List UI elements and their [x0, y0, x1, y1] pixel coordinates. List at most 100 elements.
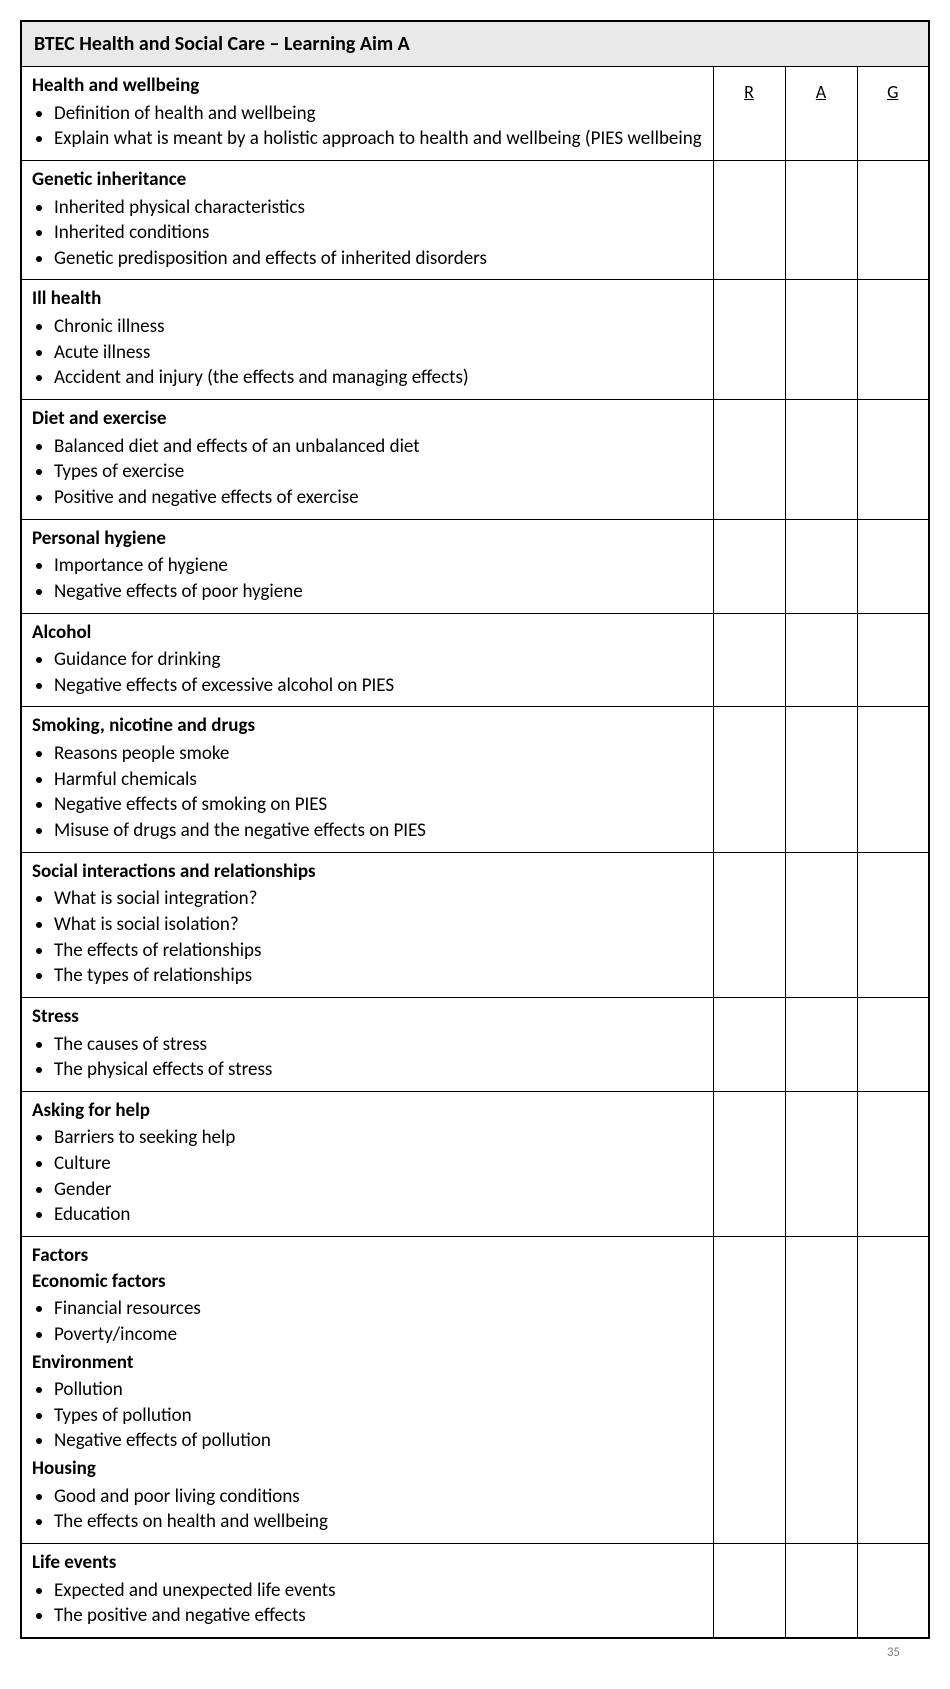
- rag-cell-r: [713, 1236, 785, 1543]
- list-item: Inherited conditions: [54, 220, 703, 246]
- section-title: Environment: [32, 1350, 703, 1376]
- rag-cell-g: [857, 1236, 929, 1543]
- list-item: Pollution: [54, 1377, 703, 1403]
- list-item: Barriers to seeking help: [54, 1125, 703, 1151]
- list-item: The effects of relationships: [54, 938, 703, 964]
- section-title: Smoking, nicotine and drugs: [32, 713, 703, 739]
- rag-cell-a: [785, 519, 857, 613]
- rag-header-g: G: [868, 73, 919, 103]
- rag-cell-r: [713, 997, 785, 1091]
- rag-cell-g: [857, 613, 929, 707]
- section-title: Social interactions and relationships: [32, 859, 703, 885]
- rag-cell-r: [713, 519, 785, 613]
- list-item: The positive and negative effects: [54, 1603, 703, 1629]
- list-item: What is social integration?: [54, 886, 703, 912]
- list-item: The causes of stress: [54, 1032, 703, 1058]
- rag-cell-g: [857, 707, 929, 852]
- rag-cell-a: [785, 707, 857, 852]
- rag-cell-r: [713, 400, 785, 520]
- content-cell: Smoking, nicotine and drugsReasons peopl…: [21, 707, 713, 852]
- bullet-list: Guidance for drinkingNegative effects of…: [32, 647, 703, 698]
- table-row: Personal hygieneImportance of hygieneNeg…: [21, 519, 929, 613]
- table-row: AlcoholGuidance for drinkingNegative eff…: [21, 613, 929, 707]
- list-item: Education: [54, 1202, 703, 1228]
- list-item: Balanced diet and effects of an unbalanc…: [54, 434, 703, 460]
- rag-cell-r: [713, 852, 785, 997]
- list-item: Misuse of drugs and the negative effects…: [54, 818, 703, 844]
- list-item: Guidance for drinking: [54, 647, 703, 673]
- bullet-list: Balanced diet and effects of an unbalanc…: [32, 434, 703, 511]
- bullet-list: Importance of hygieneNegative effects of…: [32, 553, 703, 604]
- list-item: Negative effects of smoking on PIES: [54, 792, 703, 818]
- table-row: Smoking, nicotine and drugsReasons peopl…: [21, 707, 929, 852]
- table-row: Social interactions and relationshipsWha…: [21, 852, 929, 997]
- table-body: Health and wellbeingDefinition of health…: [21, 67, 929, 1638]
- table-row: Ill healthChronic illnessAcute illnessAc…: [21, 280, 929, 400]
- content-cell: Social interactions and relationshipsWha…: [21, 852, 713, 997]
- table-row: Life eventsExpected and unexpected life …: [21, 1544, 929, 1638]
- section-title: Alcohol: [32, 620, 703, 646]
- list-item: Inherited physical characteristics: [54, 195, 703, 221]
- list-item: Financial resources: [54, 1296, 703, 1322]
- rag-cell-a: [785, 1091, 857, 1236]
- rag-cell-r: [713, 280, 785, 400]
- list-item: Explain what is meant by a holistic appr…: [54, 126, 703, 152]
- list-item: Harmful chemicals: [54, 767, 703, 793]
- bullet-list: The causes of stressThe physical effects…: [32, 1032, 703, 1083]
- rag-cell-g: [857, 852, 929, 997]
- rag-cell-r: [713, 613, 785, 707]
- bullet-list: Definition of health and wellbeingExplai…: [32, 101, 703, 152]
- list-item: The types of relationships: [54, 963, 703, 989]
- bullet-list: Expected and unexpected life eventsThe p…: [32, 1578, 703, 1629]
- rag-cell-g: [857, 1544, 929, 1638]
- table-row: Genetic inheritanceInherited physical ch…: [21, 160, 929, 280]
- rag-cell-a: [785, 160, 857, 280]
- rag-cell-a: [785, 1544, 857, 1638]
- list-item: Good and poor living conditions: [54, 1484, 703, 1510]
- list-item: Chronic illness: [54, 314, 703, 340]
- bullet-list: PollutionTypes of pollutionNegative effe…: [32, 1377, 703, 1454]
- rag-cell-g: [857, 160, 929, 280]
- rag-cell-g: [857, 1091, 929, 1236]
- list-item: The effects on health and wellbeing: [54, 1509, 703, 1535]
- section-title: Economic factors: [32, 1269, 703, 1295]
- list-item: Reasons people smoke: [54, 741, 703, 767]
- learning-aim-table: BTEC Health and Social Care – Learning A…: [20, 20, 930, 1639]
- page-number: 35: [20, 1639, 930, 1660]
- bullet-list: Inherited physical characteristicsInheri…: [32, 195, 703, 272]
- list-item: Gender: [54, 1177, 703, 1203]
- table-header-row: BTEC Health and Social Care – Learning A…: [21, 21, 929, 67]
- page-container: BTEC Health and Social Care – Learning A…: [20, 20, 930, 1660]
- bullet-list: Financial resourcesPoverty/income: [32, 1296, 703, 1347]
- list-item: The physical effects of stress: [54, 1057, 703, 1083]
- content-cell: Ill healthChronic illnessAcute illnessAc…: [21, 280, 713, 400]
- section-title: Health and wellbeing: [32, 73, 703, 99]
- list-item: Expected and unexpected life events: [54, 1578, 703, 1604]
- content-cell: Personal hygieneImportance of hygieneNeg…: [21, 519, 713, 613]
- content-cell: Asking for helpBarriers to seeking helpC…: [21, 1091, 713, 1236]
- rag-cell-g: [857, 997, 929, 1091]
- list-item: Negative effects of pollution: [54, 1428, 703, 1454]
- list-item: Negative effects of excessive alcohol on…: [54, 673, 703, 699]
- content-cell: Health and wellbeingDefinition of health…: [21, 67, 713, 161]
- rag-header-r: R: [724, 73, 775, 103]
- rag-cell-a: [785, 613, 857, 707]
- content-cell: Genetic inheritanceInherited physical ch…: [21, 160, 713, 280]
- rag-cell-r: [713, 707, 785, 852]
- section-title: Personal hygiene: [32, 526, 703, 552]
- rag-cell-g: G: [857, 67, 929, 161]
- section-title: Life events: [32, 1550, 703, 1576]
- section-title: Genetic inheritance: [32, 167, 703, 193]
- rag-cell-g: [857, 280, 929, 400]
- table-row: Diet and exerciseBalanced diet and effec…: [21, 400, 929, 520]
- list-item: Positive and negative effects of exercis…: [54, 485, 703, 511]
- section-title: Asking for help: [32, 1098, 703, 1124]
- list-item: Poverty/income: [54, 1322, 703, 1348]
- bullet-list: Reasons people smokeHarmful chemicalsNeg…: [32, 741, 703, 844]
- content-cell: FactorsEconomic factorsFinancial resourc…: [21, 1236, 713, 1543]
- rag-cell-g: [857, 519, 929, 613]
- section-title: Housing: [32, 1456, 703, 1482]
- table-row: StressThe causes of stressThe physical e…: [21, 997, 929, 1091]
- list-item: Accident and injury (the effects and man…: [54, 365, 703, 391]
- rag-cell-a: [785, 280, 857, 400]
